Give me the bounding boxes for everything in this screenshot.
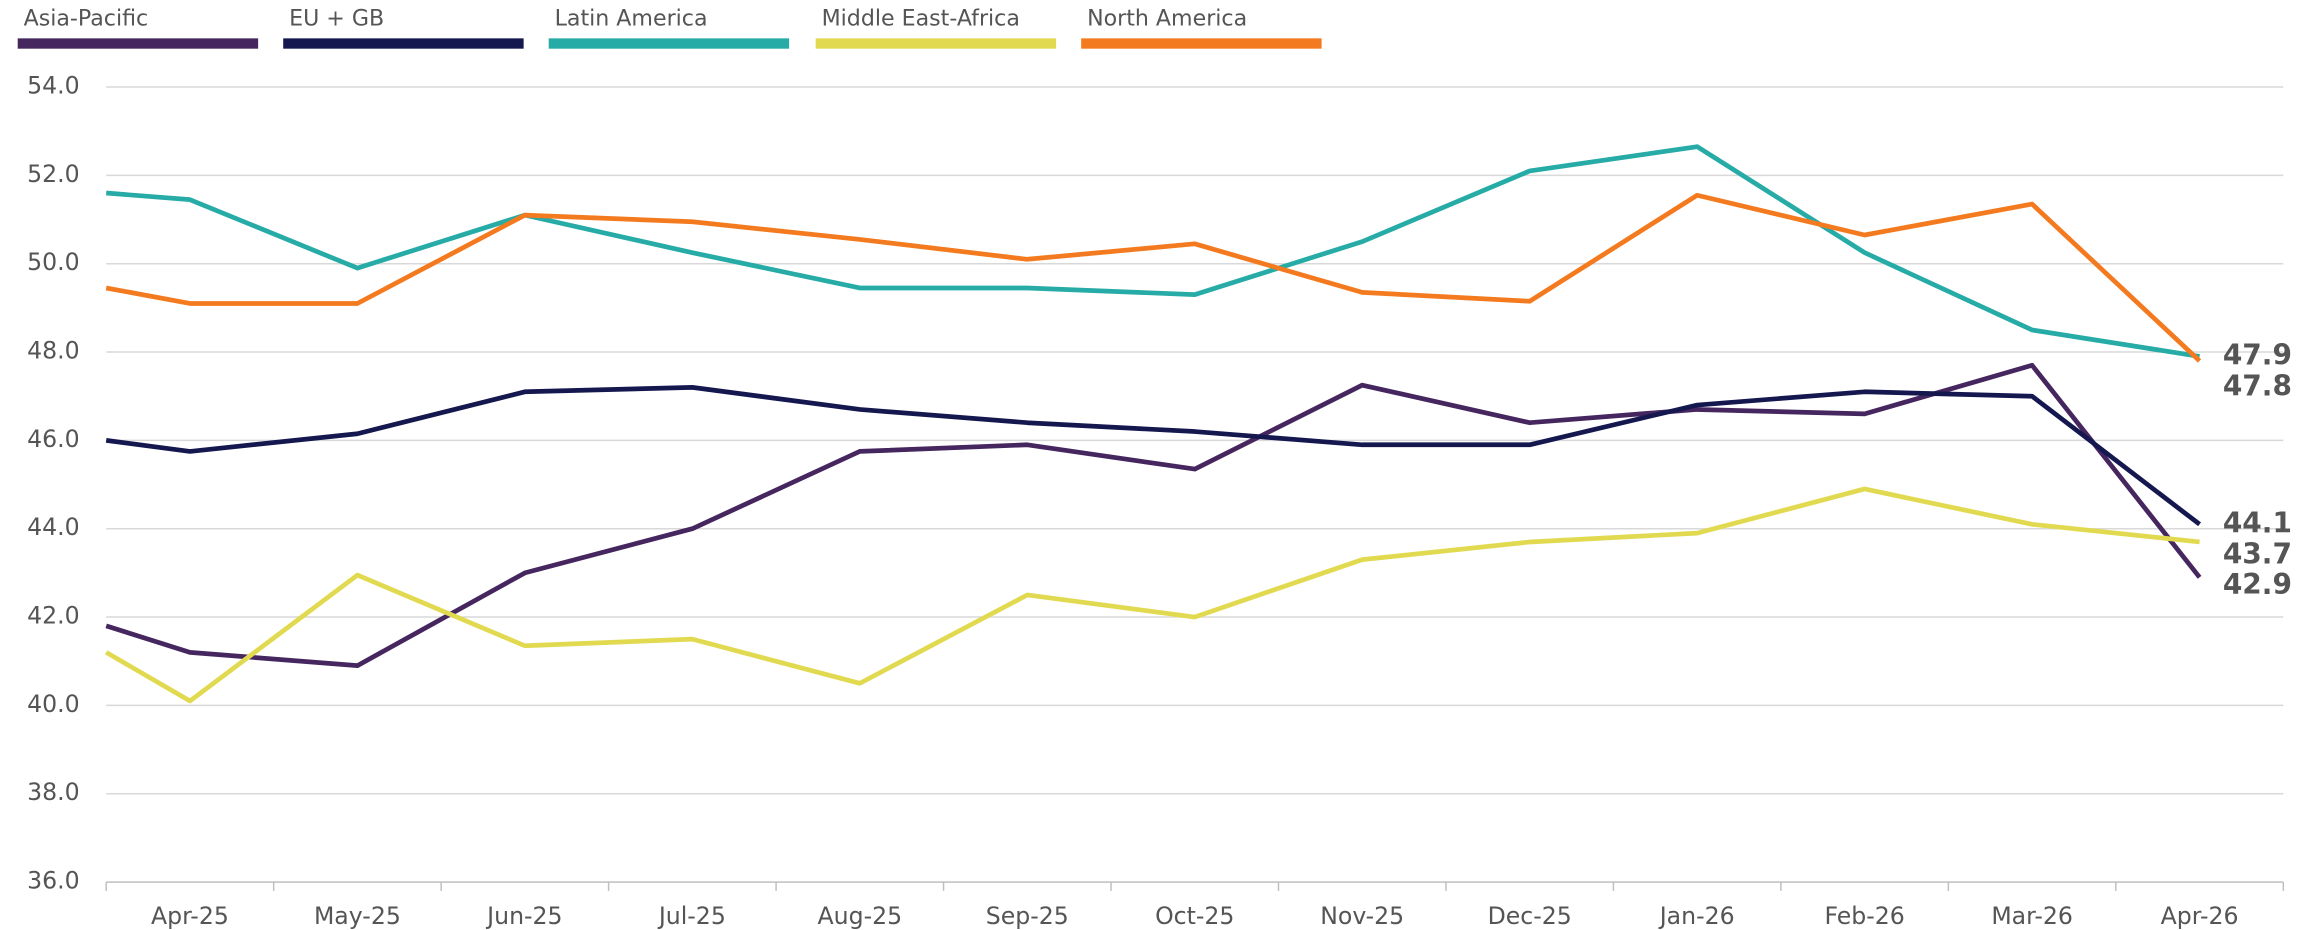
legend-label: Asia-Pacific [24,6,149,32]
end-label: 47.9 [2223,338,2292,371]
series-line [105,192,2202,363]
y-tick-label: 50.0 [27,248,80,276]
x-tick-label: Jun-25 [485,902,562,930]
legend-swatch [548,38,790,49]
legend-swatch [815,38,1057,49]
end-label: 43.7 [2223,537,2292,570]
legend-swatch [17,38,259,49]
end-label: 47.8 [2223,369,2292,402]
legend-swatch [1081,38,1322,49]
end-label: 42.9 [2223,568,2292,601]
y-tick-label: 44.0 [27,513,80,541]
y-tick-label: 40.0 [27,690,80,718]
series-line [106,144,2200,359]
legend-label: EU + GB [289,6,384,32]
x-tick-label: Feb-26 [1824,902,1904,930]
y-tick-label: 38.0 [27,778,80,806]
x-tick-label: Nov-25 [1320,902,1404,930]
x-tick-label: Aug-25 [818,902,903,930]
x-tick-label: Jul-25 [657,902,726,930]
x-tick-label: Mar-26 [1991,902,2073,930]
series-line [105,486,2200,704]
y-tick-label: 54.0 [27,72,80,100]
y-tick-label: 46.0 [27,425,80,453]
x-tick-label: Dec-25 [1488,902,1572,930]
legend-label: North America [1087,6,1247,32]
x-tick-label: Jan-26 [1658,902,1735,930]
series-line [105,362,2202,668]
x-tick-label: Apr-26 [2161,902,2239,930]
y-tick-label: 52.0 [27,160,80,188]
y-tick-label: 36.0 [27,867,80,895]
x-tick-label: Apr-25 [151,902,229,930]
x-tick-label: Sep-25 [986,902,1069,930]
legend-swatch [283,38,524,49]
legend-label: Middle East-Africa [822,6,1020,32]
y-tick-label: 42.0 [27,602,80,630]
series-line [105,385,2201,527]
legend-label: Latin America [555,6,708,32]
y-tick-label: 48.0 [27,337,80,365]
x-tick-label: Oct-25 [1155,902,1234,930]
end-label: 44.1 [2223,506,2292,539]
x-tick-label: May-25 [314,902,401,930]
